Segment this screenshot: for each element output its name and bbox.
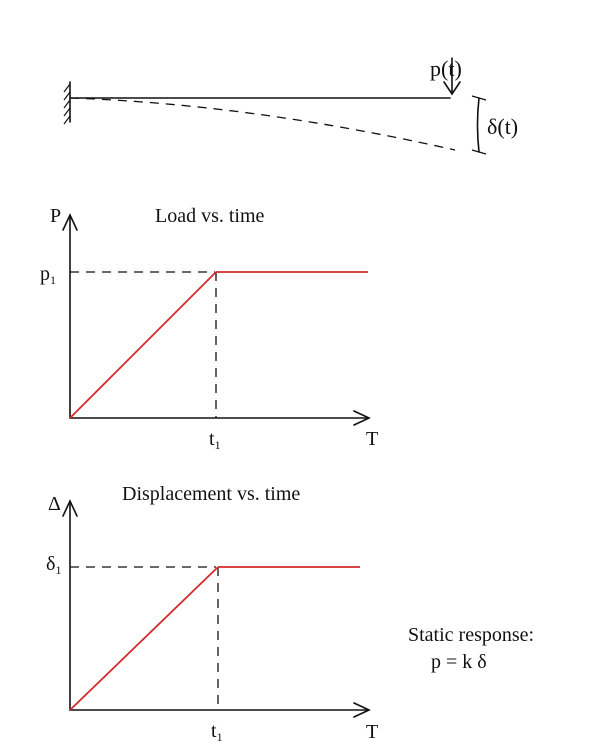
static-response-heading: Static response: xyxy=(408,624,534,646)
x-axis-arrow-icon xyxy=(353,410,371,426)
x-axis-arrow-icon xyxy=(353,702,371,718)
cantilever-beam: p(t) δ(t) xyxy=(63,56,518,155)
x-tick-t1: t1 xyxy=(209,428,221,452)
y-axis-label: Δ xyxy=(48,493,61,515)
load-ramp-series xyxy=(69,271,217,419)
y-axis-arrow-icon xyxy=(62,499,78,517)
deflection-dimension xyxy=(471,95,487,155)
support-hatching xyxy=(63,83,71,125)
y-tick-p1: p1 xyxy=(40,263,56,287)
deflected-shape xyxy=(69,97,456,151)
y-axis-label: P xyxy=(50,205,61,227)
chart-title: Displacement vs. time xyxy=(122,483,300,505)
x-tick-t1: t1 xyxy=(211,720,223,744)
x-axis-label: T xyxy=(366,721,378,743)
y-axis-arrow-icon xyxy=(62,213,78,231)
x-axis-label: T xyxy=(366,428,378,450)
load-chart: P Load vs. time p1 t1 T xyxy=(40,205,378,452)
displacement-chart: Δ Displacement vs. time δ1 t1 T xyxy=(46,483,378,744)
load-label: p(t) xyxy=(430,56,462,81)
y-tick-delta1: δ1 xyxy=(46,553,61,577)
chart-title: Load vs. time xyxy=(155,205,265,227)
deflection-label: δ(t) xyxy=(487,114,518,139)
displacement-ramp-series xyxy=(69,566,219,711)
load-arrow-icon xyxy=(443,57,461,96)
static-response-equation: p = k δ xyxy=(431,651,487,673)
